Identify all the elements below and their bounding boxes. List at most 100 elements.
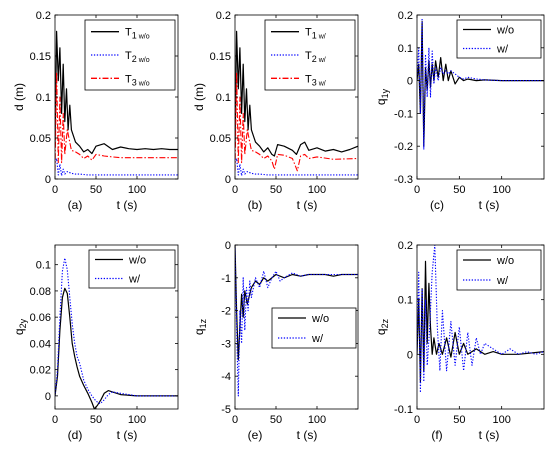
x-tick-label: 50 [270, 414, 282, 426]
x-tick-label: 50 [270, 184, 282, 196]
y-tick-label: -0.3 [394, 174, 413, 186]
y-axis-label-sub: 1z [198, 318, 208, 328]
panel-label: (a) [68, 198, 83, 212]
panel-c: 0 50 100-0.3-0.2-0.100.10.2(c) t (s)q1yw/ow… [374, 10, 545, 212]
y-tick-label: -5 [221, 404, 231, 416]
y-tick-label: 0 [407, 76, 413, 88]
legend: T1 w/T2 w/T3 w/ [264, 19, 356, 91]
series-line-f-1 [417, 245, 544, 394]
x-tick-label: 0 [52, 184, 58, 196]
legend-entry-sub: 2 [132, 54, 137, 64]
legend-entry-sub2: w/ [317, 80, 326, 87]
y-tick-label: 0 [225, 240, 231, 252]
legend: w/o w/ [271, 307, 357, 349]
legend-box [456, 19, 542, 59]
y-tick-label: 0.05 [30, 133, 51, 145]
x-tick-label: 0 [232, 414, 238, 426]
y-tick-label: 0.06 [30, 312, 51, 324]
panel-e: 0 50 100 -5 -4 -3 -2 -1 0 (e) t (s) q1z w/o w/ [192, 240, 359, 442]
y-axis-label-sub: 2z [380, 318, 390, 328]
y-tick-label: 0.15 [30, 51, 51, 63]
x-tick-label: 0 [414, 184, 420, 196]
y-tick-label: 0.2 [398, 10, 413, 22]
panel-d: 0 50 100 0 0.02 0.04 0.06 0.08 0.1 (d) t (s) q2y w/o… [12, 244, 179, 442]
panel-label: (d) [68, 428, 83, 442]
y-axis-label: q1y [374, 88, 390, 105]
legend-entry-sub2: w/o [137, 80, 150, 87]
x-axis-label: t (s) [117, 428, 138, 442]
y-tick-label: 0.2 [398, 240, 413, 252]
series-line-d-0 [55, 287, 178, 409]
legend: w/o w/ [88, 249, 176, 289]
y-tick-label: 0.2 [36, 10, 51, 22]
legend-entry-sub: 2 [312, 54, 317, 64]
legend: T1 w/oT2 w/oT3 w/o [84, 19, 176, 91]
x-tick-label: 0 [52, 414, 58, 426]
x-tick-label: 100 [492, 414, 510, 426]
panel-b: 0 50 100 0 0.05 0.1 0.15 0.2 (b) t (s) d (m) T1 w/T… [192, 10, 359, 212]
y-tick-label: 0.05 [210, 133, 231, 145]
y-tick-label: 0.15 [210, 51, 231, 63]
legend-entry-sub2: w/o [137, 34, 150, 41]
y-tick-label: 0 [407, 349, 413, 361]
y-tick-label: -1 [221, 273, 231, 285]
y-tick-label: -0.2 [394, 141, 413, 153]
series-line-e-0 [235, 245, 358, 361]
x-axis-label: t (s) [297, 198, 318, 212]
x-tick-label: 50 [453, 414, 465, 426]
x-tick-label: 50 [90, 414, 102, 426]
series-line-a-0 [55, 30, 178, 155]
y-axis-label: d (m) [12, 83, 26, 111]
y-tick-label: 0.2 [216, 10, 231, 22]
y-tick-label: -0.1 [394, 404, 413, 416]
x-tick-label: 100 [128, 414, 146, 426]
panel-label: (b) [248, 198, 263, 212]
x-axis-label: t (s) [117, 198, 138, 212]
legend-entry-sub: 1 [132, 31, 137, 41]
series-line-d-1 [55, 257, 178, 405]
x-axis-label: t (s) [479, 198, 500, 212]
x-tick-label: 0 [414, 414, 420, 426]
series-line-b-0 [235, 30, 358, 157]
y-tick-label: 0.1 [36, 260, 51, 272]
y-tick-label: 0.1 [398, 295, 413, 307]
legend-entry-sub2: w/ [317, 57, 326, 64]
legend-entry: w/o [496, 255, 514, 267]
x-tick-label: 50 [90, 184, 102, 196]
x-tick-label: 100 [492, 184, 510, 196]
y-tick-label: 0 [225, 174, 231, 186]
axes-box [234, 244, 359, 410]
legend-entry-sub: 3 [132, 77, 137, 87]
series-line-a-1 [55, 157, 178, 177]
legend-entry: w/o [311, 313, 329, 325]
x-axis-label: t (s) [479, 428, 500, 442]
x-tick-label: 100 [128, 184, 146, 196]
y-tick-label: 0.02 [30, 365, 51, 377]
y-tick-label: -2 [221, 306, 231, 318]
legend-entry: w/ [496, 275, 509, 287]
legend-entry-sub2: w/o [137, 57, 150, 64]
y-axis-label-sub: 1y [380, 88, 390, 98]
legend-entry: w/ [496, 44, 509, 56]
y-axis-label: q2z [374, 318, 390, 335]
y-tick-label: 0.1 [398, 43, 413, 55]
legend-box [88, 249, 176, 289]
y-tick-label: -0.1 [394, 108, 413, 120]
legend-entry-sub: 1 [312, 31, 317, 41]
x-tick-label: 100 [308, 414, 326, 426]
panel-a: 0 50 100 0 0.05 0.1 0.15 0.2 (a) t (s) d (m) T1 w/o… [12, 10, 179, 212]
y-tick-label: -4 [221, 371, 231, 383]
axes-box [416, 244, 545, 410]
legend-entry-sub: 3 [312, 77, 317, 87]
x-tick-label: 50 [453, 184, 465, 196]
axes-box [416, 14, 545, 180]
legend-entry: w/o [496, 25, 514, 37]
legend-entry: w/ [311, 333, 324, 345]
legend-entry: w/o [128, 255, 146, 267]
x-tick-label: 100 [308, 184, 326, 196]
legend: w/o w/ [456, 249, 542, 291]
legend-entry: w/ [128, 274, 141, 286]
panel-label: (e) [248, 428, 263, 442]
